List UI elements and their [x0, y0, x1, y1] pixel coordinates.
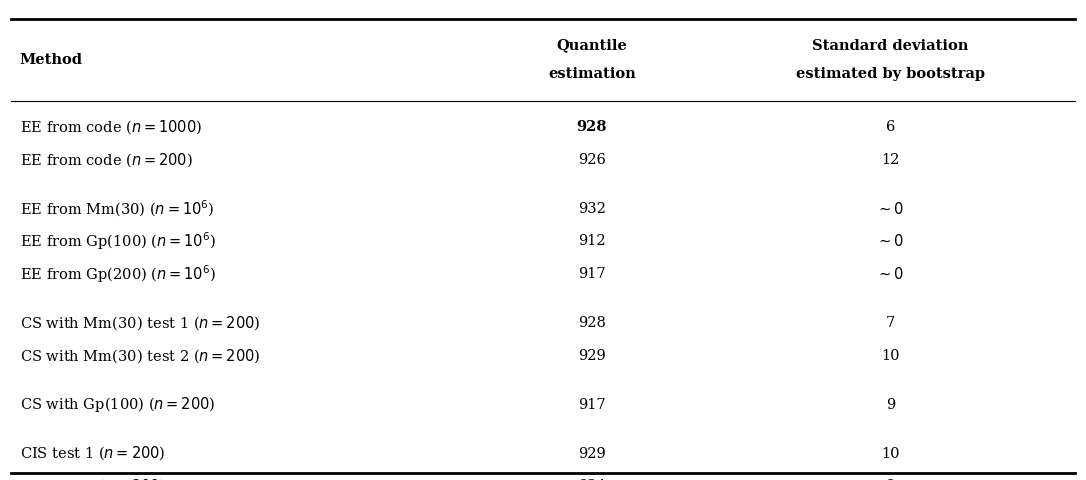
Text: CIS test 1 ($n = 200$): CIS test 1 ($n = 200$) [20, 445, 165, 462]
Text: 10: 10 [881, 348, 900, 363]
Text: EE from code ($n = 1000$): EE from code ($n = 1000$) [20, 119, 202, 136]
Text: Standard deviation: Standard deviation [812, 38, 969, 53]
Text: 917: 917 [578, 267, 606, 281]
Text: EE from Gp(200) ($n = 10^{6}$): EE from Gp(200) ($n = 10^{6}$) [20, 263, 216, 285]
Text: EE from Mm(30) ($n = 10^{6}$): EE from Mm(30) ($n = 10^{6}$) [20, 199, 214, 219]
Text: 9: 9 [886, 397, 895, 412]
Text: 6: 6 [886, 120, 895, 134]
Text: 929: 929 [578, 446, 606, 461]
Text: 924: 924 [578, 479, 606, 480]
Text: EE from Gp(100) ($n = 10^{6}$): EE from Gp(100) ($n = 10^{6}$) [20, 230, 216, 252]
Text: estimated by bootstrap: estimated by bootstrap [796, 67, 985, 82]
Text: estimation: estimation [548, 67, 635, 82]
Text: Method: Method [20, 53, 83, 67]
Text: CS with Mm(30) test 1 ($n = 200$): CS with Mm(30) test 1 ($n = 200$) [20, 314, 260, 332]
Text: 10: 10 [881, 446, 900, 461]
Text: CS with Gp(100) ($n = 200$): CS with Gp(100) ($n = 200$) [20, 395, 215, 414]
Text: $\sim 0$: $\sim 0$ [876, 266, 905, 282]
Text: Quantile: Quantile [556, 38, 628, 53]
Text: 928: 928 [577, 120, 607, 134]
Text: 926: 926 [578, 153, 606, 167]
Text: 932: 932 [578, 202, 606, 216]
Text: $\sim 0$: $\sim 0$ [876, 201, 905, 217]
Text: 929: 929 [578, 348, 606, 363]
Text: CS with Mm(30) test 2 ($n = 200$): CS with Mm(30) test 2 ($n = 200$) [20, 347, 260, 364]
Text: EE from code ($n = 200$): EE from code ($n = 200$) [20, 151, 192, 168]
Text: 8: 8 [886, 479, 895, 480]
Text: 917: 917 [578, 397, 606, 412]
Text: CIS test 2 ($n = 200$): CIS test 2 ($n = 200$) [20, 478, 165, 480]
Text: $\sim 0$: $\sim 0$ [876, 233, 905, 250]
Text: 928: 928 [578, 316, 606, 330]
Text: 12: 12 [882, 153, 899, 167]
Text: 7: 7 [886, 316, 895, 330]
Text: 912: 912 [578, 234, 606, 249]
